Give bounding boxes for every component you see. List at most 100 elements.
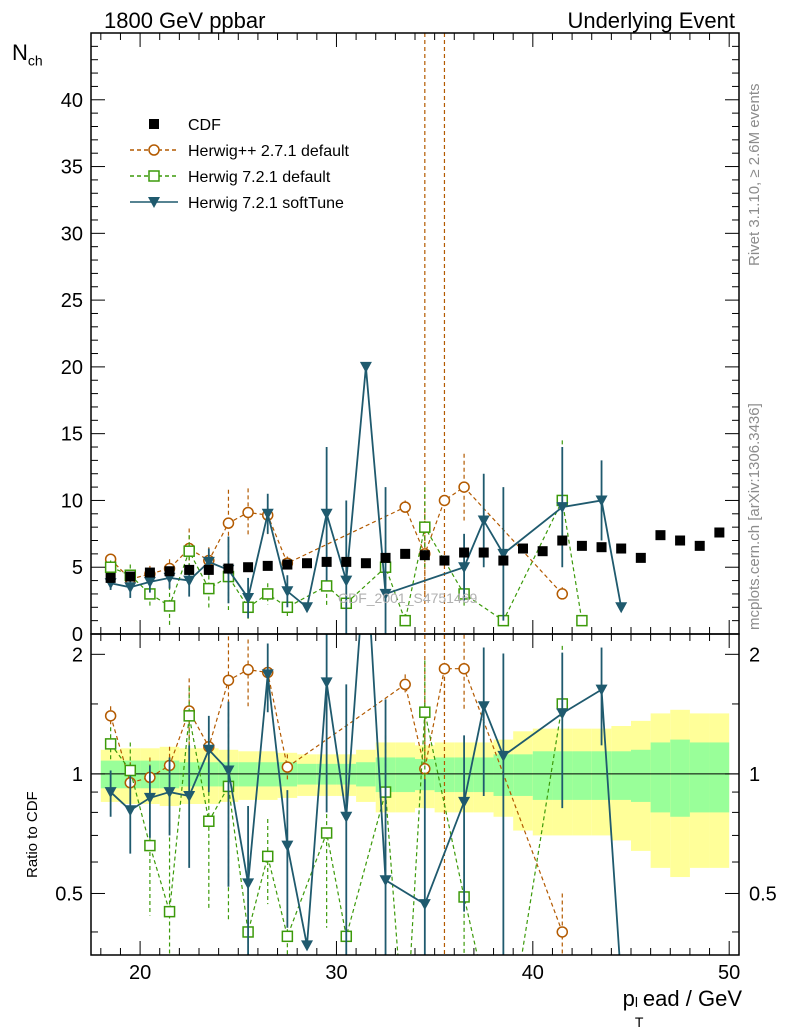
legend-label: Herwig 7.2.1 default <box>188 169 331 186</box>
legend-marker <box>148 170 160 182</box>
data-point <box>379 875 392 887</box>
data-point <box>104 710 117 722</box>
data-point <box>399 678 411 691</box>
cdf-point <box>478 547 489 558</box>
data-point <box>163 905 176 918</box>
cdf-point <box>714 527 725 538</box>
x-axis-label-sub: T <box>634 1014 644 1030</box>
x-tick-label: 50 <box>718 962 740 984</box>
watermark: CDF_2001_S4751469 <box>338 590 478 606</box>
cdf-point <box>498 555 509 566</box>
series-cdf <box>105 527 725 583</box>
data-point <box>458 562 471 574</box>
data-point <box>458 796 471 808</box>
x-tick-label: 20 <box>129 962 151 984</box>
data-point <box>163 600 176 612</box>
data-point <box>595 684 608 696</box>
cdf-point <box>125 571 136 582</box>
cdf-point <box>557 535 568 546</box>
data-point <box>556 588 569 600</box>
data-point <box>104 787 117 799</box>
data-point <box>320 677 333 689</box>
data-point <box>556 926 569 938</box>
data-point <box>104 561 117 573</box>
data-point <box>320 580 333 592</box>
plot-title-right: Underlying Event <box>567 8 735 33</box>
data-point <box>458 662 470 675</box>
cdf-point <box>419 550 430 561</box>
cdf-point <box>243 562 254 573</box>
x-axis-label-sup: l <box>634 994 639 1010</box>
data-point <box>183 790 196 802</box>
data-point <box>556 502 569 514</box>
data-point <box>203 815 215 827</box>
data-point <box>281 930 294 943</box>
band-inner-bin <box>611 751 631 800</box>
data-point <box>340 575 353 587</box>
cdf-point <box>537 546 548 557</box>
cdf-point <box>576 540 587 551</box>
cdf-point <box>144 567 155 578</box>
data-point <box>379 588 392 600</box>
cdf-point <box>694 540 705 551</box>
cdf-point <box>675 535 686 546</box>
data-point <box>222 517 235 529</box>
data-point <box>301 602 313 614</box>
legend-label: Herwig++ 2.7.1 default <box>188 143 350 160</box>
series-ratio-2 <box>104 634 621 955</box>
data-point <box>124 805 137 817</box>
cdf-point <box>380 552 391 563</box>
ratio-y-tick-label: 1 <box>72 764 83 786</box>
data-point <box>242 506 254 519</box>
y-axis-label-main-sub: ch <box>27 52 43 69</box>
legend-marker <box>148 197 160 208</box>
cdf-point <box>459 547 470 558</box>
series-main-2 <box>104 361 628 634</box>
ratio-uncertainty-band <box>100 709 730 878</box>
side-label-bottom: mcplots.cern.ch [arXiv:1306.3436] <box>746 403 763 630</box>
legend-marker <box>148 144 160 156</box>
data-point <box>301 940 313 952</box>
data-point <box>399 501 411 513</box>
data-point <box>399 614 411 627</box>
x-tick-label: 30 <box>325 962 347 984</box>
band-inner-bin <box>513 754 533 796</box>
data-point <box>222 765 235 777</box>
data-point <box>320 827 333 839</box>
y-tick-label: 0 <box>72 624 83 646</box>
band-inner-bin <box>532 751 553 800</box>
data-point <box>242 663 254 676</box>
cdf-point <box>203 564 214 575</box>
band-inner-bin <box>395 757 415 793</box>
ratio-y-tick-label-right: 2 <box>749 644 760 666</box>
series-line <box>110 703 563 955</box>
legend-label: Herwig 7.2.1 softTune <box>188 195 344 212</box>
chart-series <box>104 361 725 955</box>
cdf-point <box>164 566 175 577</box>
chart-frames: 0 5 10 15 20 25 30 35 40 20 30 40 50 0.5 0.5 1 1 2 2 <box>55 32 777 984</box>
y-tick-label: 5 <box>72 557 83 579</box>
cdf-point <box>360 558 371 569</box>
ratio-y-tick-label: 0.5 <box>55 883 83 905</box>
band-inner-bin <box>670 739 690 817</box>
data-point <box>438 494 451 507</box>
y-axis-label-main: Nch <box>12 40 43 68</box>
legend: CDF Herwig++ 2.7.1 default Herwig 7.2.1 de… <box>130 117 350 212</box>
ratio-y-tick-label-right: 1 <box>749 764 760 786</box>
data-point <box>497 548 510 560</box>
data-point <box>576 614 588 627</box>
data-point <box>242 592 255 604</box>
data-point <box>281 840 294 852</box>
band-inner-bin <box>650 742 671 813</box>
data-point <box>183 545 195 557</box>
data-point <box>595 495 608 507</box>
data-point <box>458 481 470 493</box>
data-point <box>104 738 117 750</box>
data-point <box>419 521 431 533</box>
data-point <box>281 586 294 598</box>
series-line <box>110 634 621 955</box>
cdf-point <box>616 543 627 554</box>
y-axis-label-ratio: Ratio to CDF <box>24 791 41 878</box>
data-point <box>163 787 176 799</box>
